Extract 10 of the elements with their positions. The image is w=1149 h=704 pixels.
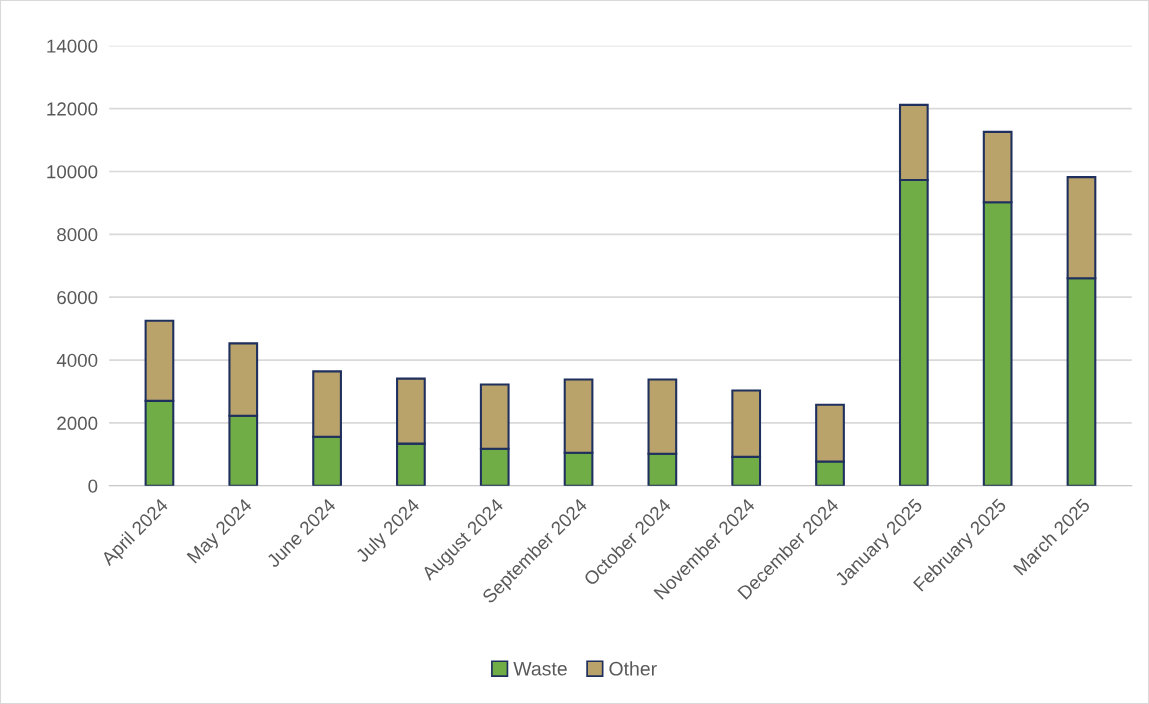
y-tick-label: 10000 (47, 165, 98, 179)
legend-label: Waste (513, 662, 567, 676)
y-tick-label: 6000 (57, 290, 98, 305)
y-tick-label: 0 (88, 479, 98, 493)
legend-label: Other (609, 661, 657, 676)
y-tick-label: 12000 (47, 102, 98, 116)
y-tick-label: 4000 (56, 353, 98, 368)
y-tick-label: 8000 (57, 228, 98, 242)
y-tick-label: 14000 (47, 39, 98, 53)
y-tick-label: 2000 (57, 416, 98, 430)
